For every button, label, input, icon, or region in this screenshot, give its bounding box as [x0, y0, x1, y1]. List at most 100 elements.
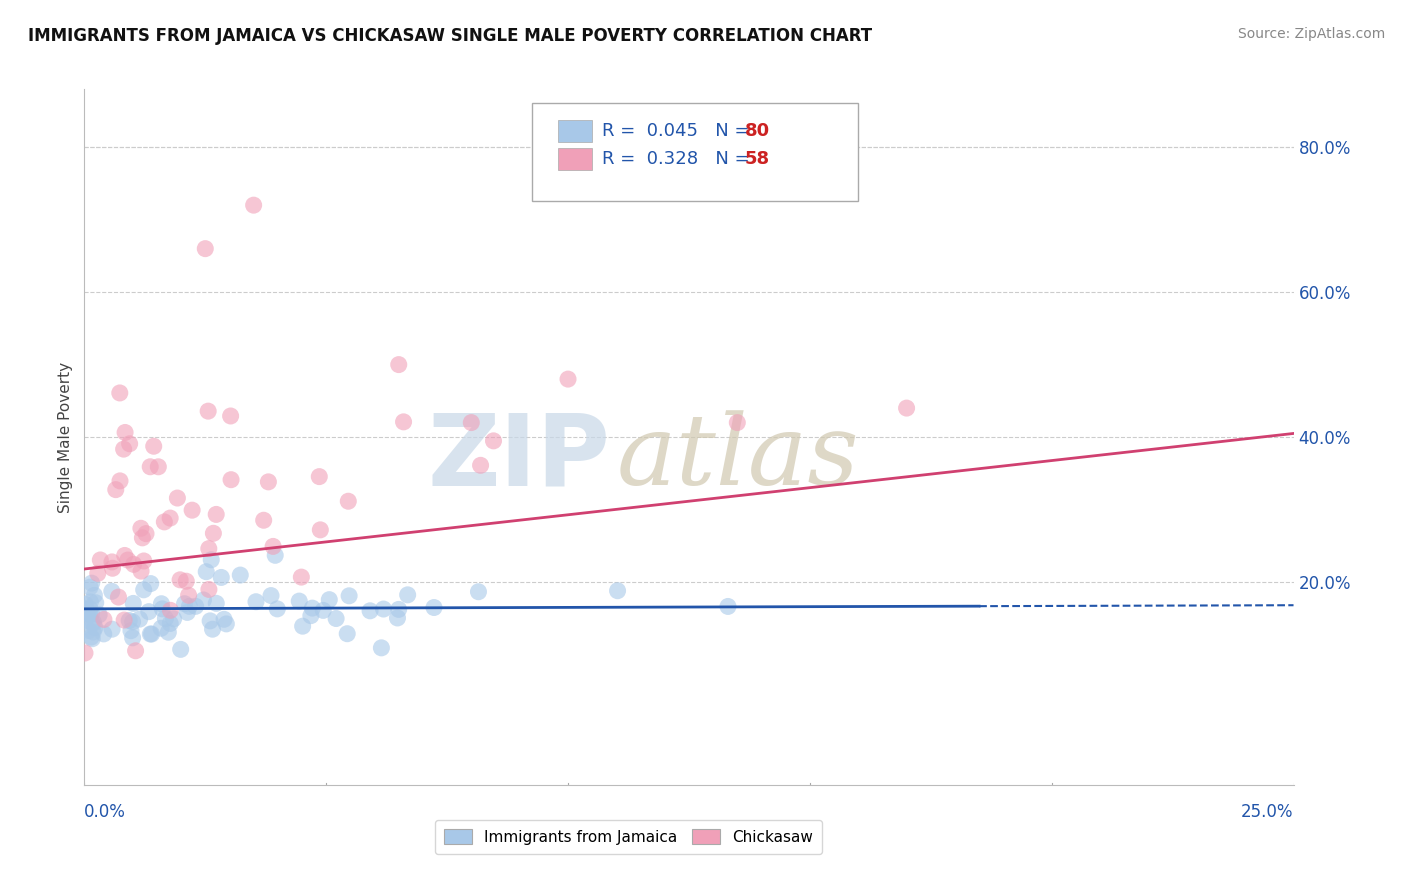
- Point: [83, 588, 105, 602]
- Point: [195, 565, 218, 579]
- Point: [89, 553, 111, 567]
- Text: 58: 58: [745, 150, 769, 168]
- Point: [76, 607, 98, 621]
- Point: [131, 531, 153, 545]
- Point: [337, 589, 360, 603]
- Point: [170, 642, 193, 657]
- Point: [291, 619, 314, 633]
- Point: [128, 612, 150, 626]
- Point: [392, 415, 415, 429]
- Point: [132, 582, 155, 597]
- Point: [725, 416, 748, 430]
- Point: [80, 630, 103, 644]
- Point: [150, 602, 173, 616]
- Point: [373, 602, 395, 616]
- Point: [80, 607, 103, 621]
- Point: [122, 596, 145, 610]
- Point: [460, 416, 482, 430]
- Point: [198, 541, 221, 556]
- Point: [139, 627, 162, 641]
- Point: [122, 558, 145, 572]
- Point: [169, 573, 191, 587]
- Point: [79, 580, 101, 594]
- Point: [101, 561, 124, 575]
- Point: [79, 595, 101, 609]
- Point: [177, 588, 200, 602]
- Text: R =  0.328   N =: R = 0.328 N =: [602, 150, 755, 168]
- Point: [245, 595, 267, 609]
- Text: ZIP: ZIP: [427, 409, 610, 507]
- Point: [108, 386, 131, 401]
- Point: [184, 599, 207, 614]
- Point: [257, 475, 280, 489]
- Point: [114, 425, 136, 440]
- Point: [129, 564, 152, 578]
- Point: [264, 549, 287, 563]
- Point: [387, 611, 409, 625]
- FancyBboxPatch shape: [558, 148, 592, 169]
- Point: [118, 436, 141, 450]
- Point: [139, 576, 162, 591]
- Text: R =  0.045   N =: R = 0.045 N =: [602, 122, 755, 140]
- Point: [114, 549, 136, 563]
- Point: [212, 612, 235, 626]
- Point: [262, 540, 284, 554]
- Point: [359, 604, 381, 618]
- Point: [150, 597, 173, 611]
- Point: [266, 602, 288, 616]
- Point: [84, 621, 107, 635]
- Point: [132, 554, 155, 568]
- Point: [159, 616, 181, 631]
- Point: [467, 584, 489, 599]
- Point: [80, 576, 103, 591]
- Point: [219, 473, 242, 487]
- Point: [104, 483, 127, 497]
- Point: [82, 632, 104, 646]
- FancyBboxPatch shape: [558, 120, 592, 142]
- Point: [89, 607, 111, 622]
- Point: [229, 568, 252, 582]
- Point: [470, 458, 492, 473]
- Point: [388, 358, 411, 372]
- Text: 25.0%: 25.0%: [1241, 803, 1294, 821]
- Point: [87, 566, 110, 581]
- Point: [325, 611, 347, 625]
- Point: [79, 601, 101, 615]
- Point: [118, 614, 141, 628]
- Point: [260, 589, 283, 603]
- Point: [93, 612, 115, 626]
- Point: [717, 599, 740, 614]
- Point: [75, 601, 97, 615]
- Text: 0.0%: 0.0%: [84, 803, 127, 821]
- Point: [155, 611, 177, 625]
- Point: [159, 511, 181, 525]
- Text: 80: 80: [745, 122, 769, 140]
- Text: atlas: atlas: [616, 410, 859, 506]
- Point: [101, 555, 124, 569]
- Point: [606, 583, 628, 598]
- Point: [112, 613, 135, 627]
- Point: [219, 409, 242, 423]
- Point: [205, 508, 228, 522]
- Point: [200, 553, 222, 567]
- Point: [423, 600, 446, 615]
- Point: [242, 198, 264, 212]
- Point: [198, 582, 221, 597]
- Point: [112, 442, 135, 457]
- Point: [337, 494, 360, 508]
- Point: [84, 596, 107, 610]
- Text: IMMIGRANTS FROM JAMAICA VS CHICKASAW SINGLE MALE POVERTY CORRELATION CHART: IMMIGRANTS FROM JAMAICA VS CHICKASAW SIN…: [28, 27, 872, 45]
- Point: [162, 612, 184, 626]
- Point: [336, 626, 359, 640]
- Point: [148, 459, 170, 474]
- Point: [557, 372, 579, 386]
- Point: [202, 526, 225, 541]
- Point: [83, 615, 105, 630]
- Point: [150, 621, 173, 635]
- Point: [80, 615, 103, 630]
- Point: [301, 601, 323, 615]
- Point: [205, 596, 228, 610]
- Point: [120, 624, 142, 638]
- Point: [370, 640, 392, 655]
- Point: [129, 521, 152, 535]
